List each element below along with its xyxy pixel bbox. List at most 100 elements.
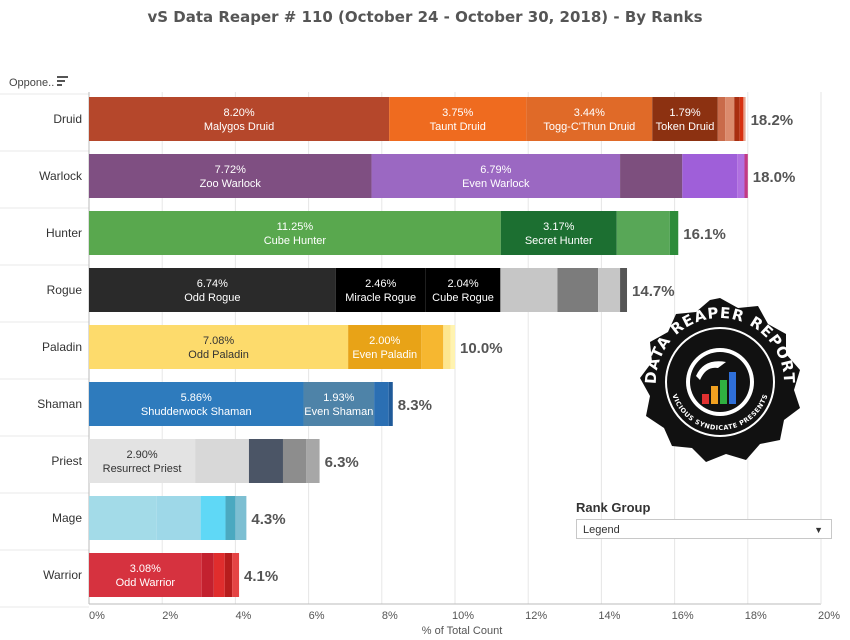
data-label-pct: 11.25% xyxy=(277,221,314,233)
data-label-archetype: Cube Hunter xyxy=(264,235,327,247)
total-label-mage: 4.3% xyxy=(251,511,285,528)
bar-segment-rogue-cube-rogue[interactable] xyxy=(425,268,501,312)
bar-segment-rogue-other-5[interactable] xyxy=(598,268,621,312)
data-label-pct: 3.08% xyxy=(130,563,161,575)
bar-segment-druid-togg-c-thun-druid[interactable] xyxy=(526,97,653,141)
bar-segment-druid-other-8[interactable] xyxy=(743,97,746,141)
bar-segment-mage-other-3[interactable] xyxy=(225,496,236,540)
bar-segment-warrior-other-3[interactable] xyxy=(224,553,233,597)
data-label-pct: 5.86% xyxy=(181,392,212,404)
bar-segment-priest-other-4[interactable] xyxy=(306,439,320,483)
bar-segment-shaman-shudderwock-shaman[interactable] xyxy=(89,382,304,426)
bar-segment-druid-other-6[interactable] xyxy=(734,97,740,141)
x-axis-title: % of Total Count xyxy=(422,625,503,637)
bar-segment-warlock-other-3[interactable] xyxy=(682,154,738,198)
x-tick-label: 4% xyxy=(235,610,251,622)
total-label-warrior: 4.1% xyxy=(244,568,278,585)
bar-segment-hunter-other-2[interactable] xyxy=(616,211,670,255)
bar-segment-druid-malygos-druid[interactable] xyxy=(89,97,390,141)
data-label-archetype: Secret Hunter xyxy=(525,235,593,247)
bar-segment-druid-token-druid[interactable] xyxy=(652,97,718,141)
bar-segment-warlock-other-4[interactable] xyxy=(737,154,745,198)
chevron-down-icon[interactable]: ▼ xyxy=(814,525,823,535)
category-label-warrior: Warrior xyxy=(43,568,82,582)
bar-segment-paladin-other-4[interactable] xyxy=(450,325,455,369)
data-label-archetype: Cube Rogue xyxy=(432,292,494,304)
bar-segment-druid-other-4[interactable] xyxy=(717,97,726,141)
data-label-archetype: Odd Paladin xyxy=(188,349,249,361)
bar-segment-priest-other-2[interactable] xyxy=(248,439,283,483)
x-tick-label: 0% xyxy=(89,610,105,622)
rank-group-dropdown[interactable]: Legend ▼ xyxy=(576,519,832,539)
bar-segment-priest-other-3[interactable] xyxy=(282,439,307,483)
data-label-archetype: Odd Rogue xyxy=(184,292,240,304)
bar-segment-priest-resurrect-priest[interactable] xyxy=(89,439,196,483)
data-label-archetype: Shudderwock Shaman xyxy=(141,406,252,418)
bar-segment-priest-other-1[interactable] xyxy=(195,439,249,483)
bar-segment-rogue-odd-rogue[interactable] xyxy=(89,268,336,312)
total-label-hunter: 16.1% xyxy=(683,226,726,243)
bar-segment-warlock-other-5[interactable] xyxy=(744,154,748,198)
bar-segment-druid-taunt-druid[interactable] xyxy=(389,97,527,141)
bar-segment-paladin-even-paladin[interactable] xyxy=(348,325,422,369)
data-label-pct: 3.17% xyxy=(543,221,574,233)
bar-segment-rogue-other-4[interactable] xyxy=(557,268,599,312)
bar-segment-rogue-miracle-rogue[interactable] xyxy=(335,268,426,312)
x-tick-label: 14% xyxy=(598,610,620,622)
bar-segment-shaman-other-2[interactable] xyxy=(374,382,389,426)
rank-group-title: Rank Group xyxy=(576,500,651,515)
data-label-archetype: Odd Warrior xyxy=(116,577,176,589)
category-label-rogue: Rogue xyxy=(47,283,83,297)
data-label-archetype: Zoo Warlock xyxy=(200,178,262,190)
data-label-archetype: Token Druid xyxy=(656,121,715,133)
bar-segment-warrior-other-1[interactable] xyxy=(201,553,214,597)
total-label-druid: 18.2% xyxy=(751,112,794,129)
bar-segment-warlock-even-warlock[interactable] xyxy=(371,154,621,198)
bar-segment-paladin-odd-paladin[interactable] xyxy=(89,325,349,369)
bar-segment-warrior-other-4[interactable] xyxy=(232,553,240,597)
bar-segment-mage-other-0[interactable] xyxy=(89,496,157,540)
bar-segment-paladin-other-2[interactable] xyxy=(421,325,444,369)
category-label-shaman: Shaman xyxy=(37,397,82,411)
bar-segment-rogue-other-3[interactable] xyxy=(500,268,558,312)
bar-segment-mage-other-1[interactable] xyxy=(156,496,201,540)
bar-segment-warrior-odd-warrior[interactable] xyxy=(89,553,202,597)
category-label-mage: Mage xyxy=(52,511,82,525)
data-label-pct: 1.79% xyxy=(669,107,700,119)
bar-segment-druid-other-7[interactable] xyxy=(739,97,744,141)
bar-segment-mage-other-4[interactable] xyxy=(235,496,247,540)
data-reaper-logo: DATA REAPER REPORT VICIOUS SYNDICATE PRE… xyxy=(640,298,800,462)
x-tick-label: 2% xyxy=(162,610,178,622)
bar-segment-warrior-other-2[interactable] xyxy=(213,553,225,597)
chart-title: vS Data Reaper # 110 (October 24 - Octob… xyxy=(147,8,703,26)
category-label-priest: Priest xyxy=(51,454,82,468)
total-label-shaman: 8.3% xyxy=(398,397,432,414)
bar-segment-hunter-cube-hunter[interactable] xyxy=(89,211,501,255)
bar-segment-warlock-zoo-warlock[interactable] xyxy=(89,154,372,198)
x-tick-label: 8% xyxy=(382,610,398,622)
logo-bars-icon xyxy=(696,361,736,404)
data-label-archetype: Taunt Druid xyxy=(430,121,486,133)
data-label-pct: 3.44% xyxy=(574,107,605,119)
data-label-archetype: Resurrect Priest xyxy=(103,463,182,475)
data-label-pct: 7.08% xyxy=(203,335,234,347)
data-label-pct: 2.90% xyxy=(126,449,157,461)
total-label-priest: 6.3% xyxy=(325,454,359,471)
bar-segment-shaman-even-shaman[interactable] xyxy=(303,382,375,426)
total-label-rogue: 14.7% xyxy=(632,283,675,300)
sort-icon[interactable] xyxy=(57,75,69,87)
bar-segment-shaman-other-3[interactable] xyxy=(388,382,393,426)
bar-segment-mage-other-2[interactable] xyxy=(200,496,226,540)
opponent-column-header[interactable]: Oppone.. xyxy=(9,77,55,89)
bar-segment-druid-other-5[interactable] xyxy=(725,97,735,141)
bar-segment-paladin-other-3[interactable] xyxy=(443,325,451,369)
bar-segment-hunter-secret-hunter[interactable] xyxy=(500,211,617,255)
bar-segment-rogue-other-6[interactable] xyxy=(620,268,628,312)
rank-group-selected-value: Legend xyxy=(583,524,620,536)
bar-segment-hunter-other-3[interactable] xyxy=(669,211,679,255)
bar-segment-warlock-other-2[interactable] xyxy=(620,154,683,198)
data-label-pct: 6.79% xyxy=(480,164,511,176)
category-label-hunter: Hunter xyxy=(46,226,82,240)
data-label-pct: 1.93% xyxy=(323,392,354,404)
